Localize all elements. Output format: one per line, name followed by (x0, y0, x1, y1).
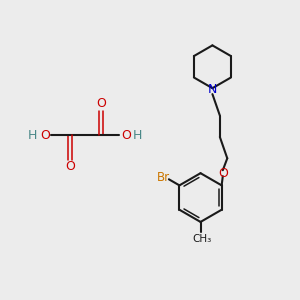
Text: O: O (65, 160, 75, 173)
Text: O: O (218, 167, 228, 180)
Text: O: O (121, 129, 131, 142)
Text: O: O (96, 97, 106, 110)
Text: O: O (40, 129, 50, 142)
Text: N: N (208, 83, 217, 96)
Text: H: H (133, 129, 142, 142)
Text: CH₃: CH₃ (192, 234, 212, 244)
Text: H: H (28, 129, 38, 142)
Text: Br: Br (157, 171, 170, 184)
